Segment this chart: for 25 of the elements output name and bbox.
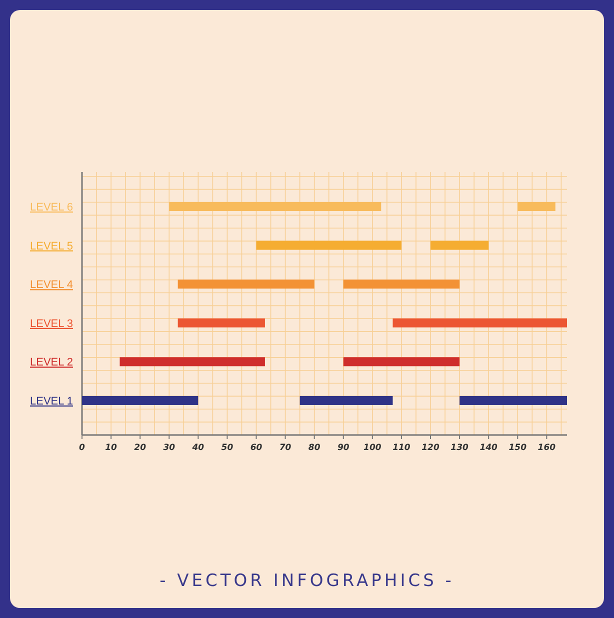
x-tick-label: 120 <box>422 443 440 453</box>
x-tick-label: 20 <box>134 443 146 453</box>
x-tick-label: 90 <box>337 443 350 453</box>
y-tick-label: LEVEL 3 <box>30 318 73 330</box>
y-tick-label: LEVEL 1 <box>30 395 73 408</box>
x-tick-label: 100 <box>364 443 382 453</box>
x-tick-label: 30 <box>163 443 176 453</box>
y-tick-label: LEVEL 2 <box>30 356 73 369</box>
x-tick-label: 0 <box>79 443 86 453</box>
x-tick-label: 80 <box>308 443 320 453</box>
x-tick-label: 10 <box>105 443 118 453</box>
x-tick-label: 130 <box>450 443 468 453</box>
x-tick-label: 140 <box>480 443 498 453</box>
y-tick-label: LEVEL 4 <box>30 279 73 292</box>
x-tick-label: 60 <box>250 443 262 453</box>
x-tick-label: 110 <box>392 443 410 453</box>
y-tick-label: LEVEL 5 <box>30 240 73 252</box>
text: - VECTOR INFOGRAPHICS - <box>160 571 454 591</box>
x-tick-label: 40 <box>191 443 204 453</box>
x-tick-label: 150 <box>508 443 527 453</box>
x-tick-label: 160 <box>538 443 556 453</box>
x-tick-label: 50 <box>221 443 234 453</box>
bar <box>460 396 567 405</box>
y-tick-label: LEVEL 6 <box>30 202 73 214</box>
x-tick-label: 70 <box>279 443 292 453</box>
